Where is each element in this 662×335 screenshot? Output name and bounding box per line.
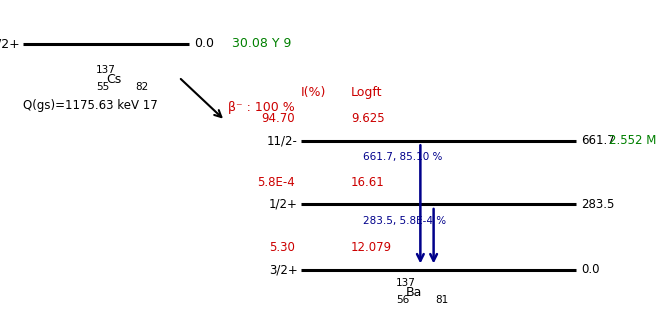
Text: 11/2-: 11/2- xyxy=(267,134,298,147)
Text: 30.08 Y 9: 30.08 Y 9 xyxy=(232,37,291,50)
Text: 661.7: 661.7 xyxy=(581,134,615,147)
Text: 5.8E-4: 5.8E-4 xyxy=(257,176,295,189)
Text: 56: 56 xyxy=(396,295,409,306)
Text: 3/2+: 3/2+ xyxy=(269,263,298,276)
Text: 82: 82 xyxy=(136,82,149,92)
Text: 7/2+: 7/2+ xyxy=(0,37,20,50)
Text: 81: 81 xyxy=(436,295,449,306)
Text: 283.5: 283.5 xyxy=(581,198,614,211)
Text: 137: 137 xyxy=(96,65,116,75)
Text: Cs: Cs xyxy=(106,73,121,86)
Text: 5.30: 5.30 xyxy=(269,242,295,254)
Text: 283.5, 5.8E-4 %: 283.5, 5.8E-4 % xyxy=(363,216,446,226)
Text: 0.0: 0.0 xyxy=(194,37,214,50)
Text: 1/2+: 1/2+ xyxy=(269,198,298,211)
Text: I(%): I(%) xyxy=(301,86,326,98)
Text: Q(gs)=1175.63 keV 17: Q(gs)=1175.63 keV 17 xyxy=(23,99,158,112)
Text: β⁻ : 100 %: β⁻ : 100 % xyxy=(228,101,295,114)
Text: 661.7, 85.10 %: 661.7, 85.10 % xyxy=(363,152,442,162)
Text: 55: 55 xyxy=(96,82,109,92)
Text: 12.079: 12.079 xyxy=(351,242,392,254)
Text: 137: 137 xyxy=(396,278,416,288)
Text: Ba: Ba xyxy=(406,286,422,298)
Text: 94.70: 94.70 xyxy=(261,113,295,125)
Text: 2.552 M: 2.552 M xyxy=(609,134,657,147)
Text: 0.0: 0.0 xyxy=(581,263,600,276)
Text: 9.625: 9.625 xyxy=(351,113,385,125)
Text: Logft: Logft xyxy=(351,86,383,98)
Text: 16.61: 16.61 xyxy=(351,176,385,189)
